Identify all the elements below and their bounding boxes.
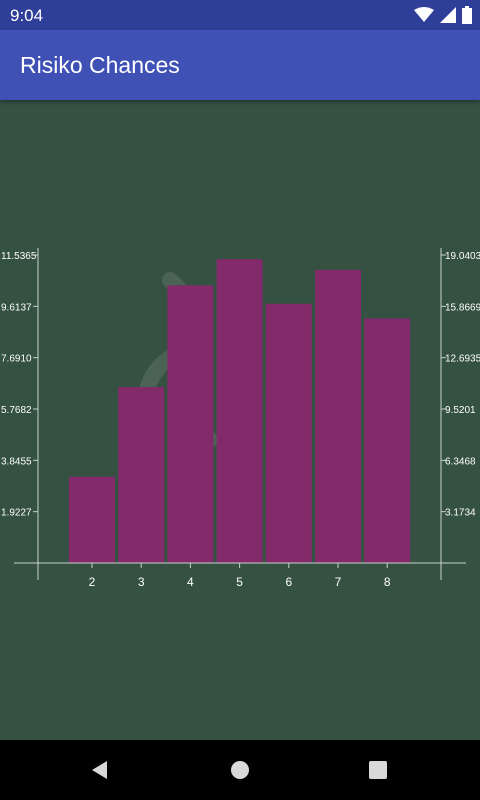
left-tick-label: 3.8455 (1, 456, 32, 467)
recents-button[interactable] (364, 756, 392, 784)
bars-layer (69, 259, 411, 563)
status-bar: 9:04 (0, 0, 480, 30)
app-title: Risiko Chances (20, 52, 180, 78)
bar-2 (69, 476, 115, 563)
wifi-icon (414, 7, 434, 22)
battery-icon (462, 6, 472, 24)
right-tick-label: 6.3468 (445, 456, 476, 467)
bar-7 (315, 269, 361, 563)
x-tick-label: 6 (285, 575, 292, 589)
bar-4 (167, 285, 214, 563)
left-tick-label: 5.7682 (1, 405, 32, 416)
bar-3 (118, 387, 165, 563)
x-tick-label: 5 (236, 575, 243, 589)
x-tick-label: 7 (335, 575, 342, 589)
app-bar: Risiko Chances (0, 30, 480, 100)
recents-icon (369, 761, 387, 779)
labels-layer: 1.9227 3.8455 5.7682 7.6910 9.6137 11.5365 3.1… (1, 251, 480, 589)
home-button[interactable] (226, 756, 254, 784)
bar-5 (216, 259, 263, 563)
chart-area: 1.9227 3.8455 5.7682 7.6910 9.6137 11.5365 3.1… (0, 100, 480, 740)
status-icons (414, 5, 472, 25)
left-tick-label: 1.9227 (1, 508, 32, 519)
right-tick-label: 15.8669 (445, 302, 480, 313)
signal-icon (440, 7, 456, 23)
left-tick-label: 9.6137 (1, 302, 32, 313)
navigation-bar (0, 740, 480, 800)
right-tick-label: 3.1734 (445, 508, 476, 519)
right-tick-label: 19.0403 (445, 251, 480, 262)
back-button[interactable] (86, 756, 114, 784)
status-time: 9:04 (10, 6, 44, 25)
right-tick-label: 12.6935 (445, 354, 480, 365)
bar-chart: 1.9227 3.8455 5.7682 7.6910 9.6137 11.5365 3.1… (1, 248, 480, 589)
x-tick-label: 4 (187, 575, 194, 589)
home-icon (231, 761, 249, 779)
left-tick-label: 11.5365 (1, 251, 37, 262)
right-tick-label: 9.5201 (445, 405, 476, 416)
bar-6 (265, 303, 312, 563)
x-tick-label: 3 (138, 575, 145, 589)
x-tick-label: 8 (384, 575, 391, 589)
x-tick-label: 2 (89, 575, 96, 589)
back-icon (92, 761, 107, 779)
axes-layer (14, 248, 466, 580)
bar-8 (364, 318, 411, 563)
left-tick-label: 7.6910 (1, 354, 32, 365)
